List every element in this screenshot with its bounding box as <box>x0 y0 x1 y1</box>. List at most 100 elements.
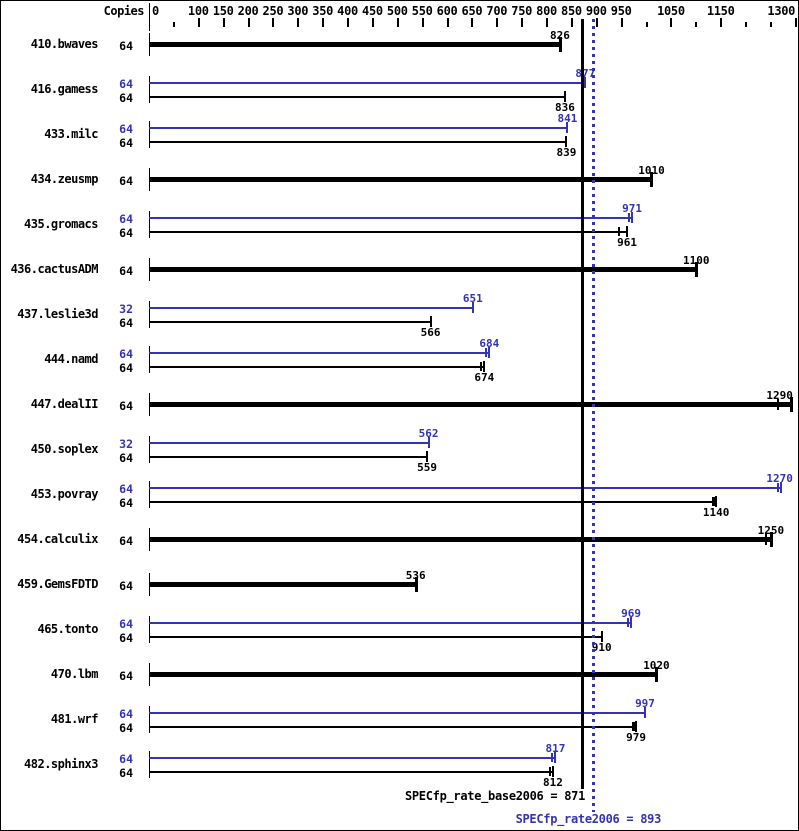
axis-minor-tick <box>745 22 747 27</box>
copies-value: 64 <box>119 38 133 53</box>
bar-value-label: 562 <box>418 426 439 440</box>
bar-value-label: 877 <box>575 66 596 80</box>
axis-tick-label: 800 <box>536 4 557 18</box>
axis-segment <box>149 120 150 148</box>
bar-value-label: 841 <box>557 111 578 125</box>
bar-end-cap <box>631 212 634 223</box>
axis-major-tick <box>222 18 225 27</box>
copies-value: 32 <box>119 436 133 451</box>
bar-value-label: 979 <box>626 730 646 744</box>
copies-column-header: Copies <box>103 4 145 18</box>
base-bar <box>149 230 628 233</box>
axis-major-tick <box>720 18 723 27</box>
bar-value-label: 566 <box>420 325 441 339</box>
benchmark-row: 444.namd 64 684 64 674 <box>1 337 798 384</box>
benchmark-name: 435.gromacs <box>24 217 98 231</box>
bar-value-label: 1290 <box>766 388 793 402</box>
copies-value: 64 <box>119 76 133 91</box>
benchmark-row: 450.soplex 32 562 64 559 <box>1 426 798 474</box>
bar-value-label: 839 <box>556 145 577 159</box>
base-bar <box>149 455 428 458</box>
axis-tick-label: 0 <box>152 4 159 18</box>
run-tick <box>776 399 779 410</box>
peak-bar <box>149 621 632 624</box>
axis-major-tick <box>396 18 399 27</box>
axis-tick-label: 900 <box>585 4 607 18</box>
benchmark-row: 435.gromacs 64 971 64 961 <box>1 202 798 249</box>
run-tick <box>484 348 487 357</box>
run-tick <box>713 497 716 506</box>
benchmark-row: 434.zeusmp 64 1010 <box>1 157 798 202</box>
benchmark-name: 482.sphinx3 <box>24 757 98 771</box>
axis-major-tick <box>595 18 598 27</box>
bar-end-cap <box>488 347 491 358</box>
benchmark-row: 410.bwaves 64 826 <box>1 22 798 67</box>
peak-bar <box>149 486 781 489</box>
axis-segment <box>149 210 150 238</box>
benchmark-name: 453.povray <box>30 487 99 501</box>
benchmark-name: 450.soplex <box>30 442 99 456</box>
benchmark-name: 444.namd <box>44 352 98 366</box>
copies-value: 64 <box>119 533 133 548</box>
run-tick <box>628 213 631 222</box>
copies-value: 64 <box>119 578 133 593</box>
axis-tick-label: 450 <box>362 4 383 18</box>
bar-value-label: 817 <box>545 741 566 755</box>
copies-value: 64 <box>119 90 133 105</box>
base-bar <box>149 770 553 773</box>
axis-segment <box>149 435 150 463</box>
base-bar <box>149 582 416 587</box>
axis-tick-label: 250 <box>262 4 284 18</box>
bar-value-label: 826 <box>549 28 570 42</box>
bar-end-cap <box>626 226 629 237</box>
benchmark-row: 481.wrf 64 997 64 979 <box>1 696 798 744</box>
bar-end-cap <box>427 437 430 448</box>
peak-bar <box>149 306 473 309</box>
benchmark-name: 433.milc <box>44 127 98 141</box>
benchmark-name: 437.leslie3d <box>17 307 98 321</box>
benchmark-row: 437.leslie3d 32 651 64 566 <box>1 292 798 339</box>
bar-end-cap <box>635 721 638 732</box>
bar-value-label: 536 <box>405 568 426 582</box>
base-bar <box>149 537 771 542</box>
base-mean-label: SPECfp_rate_base2006 = 871 <box>404 789 585 803</box>
axis-major-tick <box>371 18 374 27</box>
axis-major-tick <box>197 18 200 27</box>
peak-bar <box>149 126 568 129</box>
bar-value-label: 812 <box>543 775 563 789</box>
bar-end-cap <box>715 496 718 507</box>
bar-value-label: 836 <box>554 100 575 114</box>
run-tick <box>627 618 630 627</box>
run-tick <box>618 227 621 236</box>
benchmark-row: 454.calculix 64 1250 <box>1 517 798 562</box>
peak-bar <box>149 711 645 714</box>
bar-value-label: 997 <box>635 696 655 710</box>
axis-tick-label: 100 <box>187 4 209 18</box>
bar-value-label: 1140 <box>702 505 730 519</box>
base-bar <box>149 42 560 47</box>
bar-end-cap <box>769 532 773 547</box>
axis-minor-tick <box>645 22 648 27</box>
bar-value-label: 1250 <box>757 523 785 537</box>
base-bar <box>149 267 697 272</box>
run-tick <box>765 534 768 545</box>
bar-end-cap <box>429 316 432 327</box>
benchmark-row: 453.povray 64 1270 64 1140 <box>1 472 798 519</box>
base-bar <box>149 672 657 677</box>
copies-value: 64 <box>119 211 133 226</box>
base-bar <box>149 635 602 638</box>
copies-value: 64 <box>119 751 133 766</box>
benchmark-row: 459.GemsFDTD 64 536 <box>1 562 798 607</box>
peak-bar <box>149 216 633 219</box>
bar-end-cap <box>630 617 633 628</box>
axis-segment <box>149 345 150 373</box>
bar-end-cap <box>483 361 486 372</box>
peak-bar <box>149 81 586 84</box>
axis-tick-label: 600 <box>436 4 458 18</box>
axis-tick-label: 300 <box>287 4 309 18</box>
bar-end-cap <box>779 482 782 493</box>
axis-tick-label: 1150 <box>706 4 735 18</box>
axis-tick-label: 200 <box>237 4 259 18</box>
run-tick <box>480 362 483 371</box>
axis-minor-tick <box>172 22 175 27</box>
